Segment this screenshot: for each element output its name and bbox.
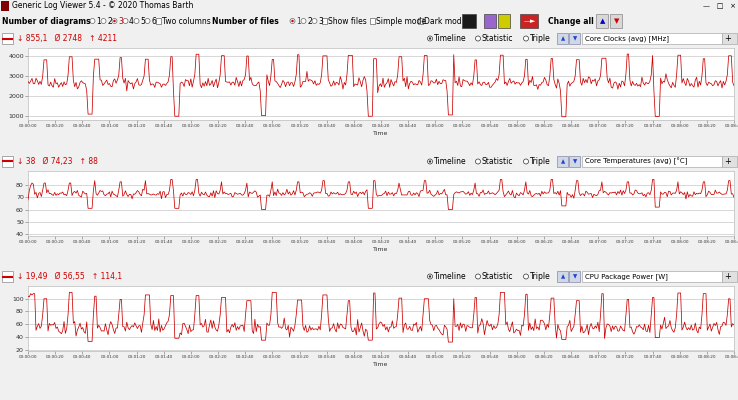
Text: Triple: Triple bbox=[530, 272, 551, 281]
Circle shape bbox=[523, 274, 528, 279]
Bar bbox=[484, 14, 496, 28]
Circle shape bbox=[101, 18, 106, 24]
X-axis label: Time: Time bbox=[373, 362, 389, 367]
Text: +: + bbox=[725, 157, 731, 166]
Text: —►: —► bbox=[524, 18, 537, 24]
Bar bbox=[569, 33, 580, 44]
Text: ↓ 855,1   Ø 2748   ↑ 4211: ↓ 855,1 Ø 2748 ↑ 4211 bbox=[17, 34, 117, 43]
Circle shape bbox=[429, 37, 431, 40]
Bar bbox=[569, 271, 580, 282]
Text: Change all: Change all bbox=[548, 16, 594, 26]
Text: ▲: ▲ bbox=[600, 18, 605, 24]
Circle shape bbox=[475, 159, 480, 164]
Bar bbox=[2, 156, 13, 167]
Bar bbox=[322, 18, 327, 24]
Text: ▲: ▲ bbox=[561, 159, 565, 164]
Text: Statistic: Statistic bbox=[482, 34, 514, 43]
Text: ▲: ▲ bbox=[561, 36, 565, 41]
Circle shape bbox=[113, 20, 116, 22]
Circle shape bbox=[427, 36, 432, 41]
Text: Timeline: Timeline bbox=[434, 34, 466, 43]
Circle shape bbox=[427, 159, 432, 164]
Bar bbox=[596, 14, 608, 28]
Bar bbox=[722, 271, 737, 282]
Circle shape bbox=[523, 159, 528, 164]
Bar bbox=[569, 156, 580, 167]
Text: Number of files: Number of files bbox=[212, 16, 279, 26]
Text: Two columns: Two columns bbox=[162, 16, 211, 26]
Text: +: + bbox=[725, 34, 731, 43]
Bar bbox=[156, 18, 161, 24]
Text: 1: 1 bbox=[96, 16, 101, 26]
Text: ↓ 19,49   Ø 56,55   ↑ 114,1: ↓ 19,49 Ø 56,55 ↑ 114,1 bbox=[17, 272, 122, 281]
Circle shape bbox=[301, 18, 306, 24]
Text: 2: 2 bbox=[307, 16, 311, 26]
Bar bbox=[462, 14, 476, 28]
Text: 3: 3 bbox=[118, 16, 123, 26]
Bar bbox=[582, 33, 722, 44]
Text: ▼: ▼ bbox=[573, 159, 577, 164]
Circle shape bbox=[290, 18, 295, 24]
Bar bbox=[418, 18, 423, 24]
Text: Generic Log Viewer 5.4 - © 2020 Thomas Barth: Generic Log Viewer 5.4 - © 2020 Thomas B… bbox=[12, 2, 193, 10]
Circle shape bbox=[134, 18, 139, 24]
Text: Timeline: Timeline bbox=[434, 157, 466, 166]
Text: Core Clocks (avg) [MHz]: Core Clocks (avg) [MHz] bbox=[585, 35, 669, 42]
Text: ▼: ▼ bbox=[573, 274, 577, 279]
Circle shape bbox=[429, 160, 431, 163]
X-axis label: Time: Time bbox=[373, 131, 389, 136]
Circle shape bbox=[292, 20, 294, 22]
Circle shape bbox=[145, 18, 150, 24]
Bar bbox=[582, 156, 722, 167]
Text: 6: 6 bbox=[151, 16, 156, 26]
Circle shape bbox=[475, 36, 480, 41]
Text: 4: 4 bbox=[129, 16, 134, 26]
Bar bbox=[557, 33, 568, 44]
Bar bbox=[498, 14, 510, 28]
Circle shape bbox=[112, 18, 117, 24]
Text: Statistic: Statistic bbox=[482, 157, 514, 166]
Text: Number of diagrams: Number of diagrams bbox=[2, 16, 91, 26]
Text: ▼: ▼ bbox=[573, 36, 577, 41]
Text: 1: 1 bbox=[296, 16, 301, 26]
Bar bbox=[520, 14, 538, 28]
Text: Timeline: Timeline bbox=[434, 272, 466, 281]
Text: Triple: Triple bbox=[530, 34, 551, 43]
Text: ↓ 38   Ø 74,23   ↑ 88: ↓ 38 Ø 74,23 ↑ 88 bbox=[17, 157, 98, 166]
Bar bbox=[370, 18, 375, 24]
Text: Dark mod: Dark mod bbox=[424, 16, 462, 26]
Text: +: + bbox=[725, 272, 731, 281]
Circle shape bbox=[90, 18, 95, 24]
Text: 5: 5 bbox=[140, 16, 145, 26]
Text: ▲: ▲ bbox=[561, 274, 565, 279]
Bar bbox=[610, 14, 622, 28]
Bar bbox=[557, 156, 568, 167]
Text: 2: 2 bbox=[107, 16, 111, 26]
Text: Simple mode: Simple mode bbox=[376, 16, 426, 26]
Circle shape bbox=[427, 274, 432, 279]
Bar bbox=[1, 1, 9, 11]
Bar bbox=[557, 271, 568, 282]
Circle shape bbox=[123, 18, 128, 24]
Text: —   □   ×: — □ × bbox=[703, 3, 736, 9]
Text: Core Temperatures (avg) [°C]: Core Temperatures (avg) [°C] bbox=[585, 158, 687, 165]
Text: CPU Package Power [W]: CPU Package Power [W] bbox=[585, 273, 668, 280]
Text: Statistic: Statistic bbox=[482, 272, 514, 281]
Bar bbox=[2, 271, 13, 282]
Circle shape bbox=[475, 274, 480, 279]
Circle shape bbox=[312, 18, 317, 24]
Bar bbox=[722, 33, 737, 44]
Text: 3: 3 bbox=[318, 16, 323, 26]
Circle shape bbox=[429, 275, 431, 278]
Bar bbox=[722, 156, 737, 167]
Text: ▼: ▼ bbox=[614, 18, 619, 24]
Circle shape bbox=[523, 36, 528, 41]
Bar bbox=[2, 33, 13, 44]
X-axis label: Time: Time bbox=[373, 247, 389, 252]
Bar bbox=[582, 271, 722, 282]
Text: Show files: Show files bbox=[328, 16, 367, 26]
Text: Triple: Triple bbox=[530, 157, 551, 166]
